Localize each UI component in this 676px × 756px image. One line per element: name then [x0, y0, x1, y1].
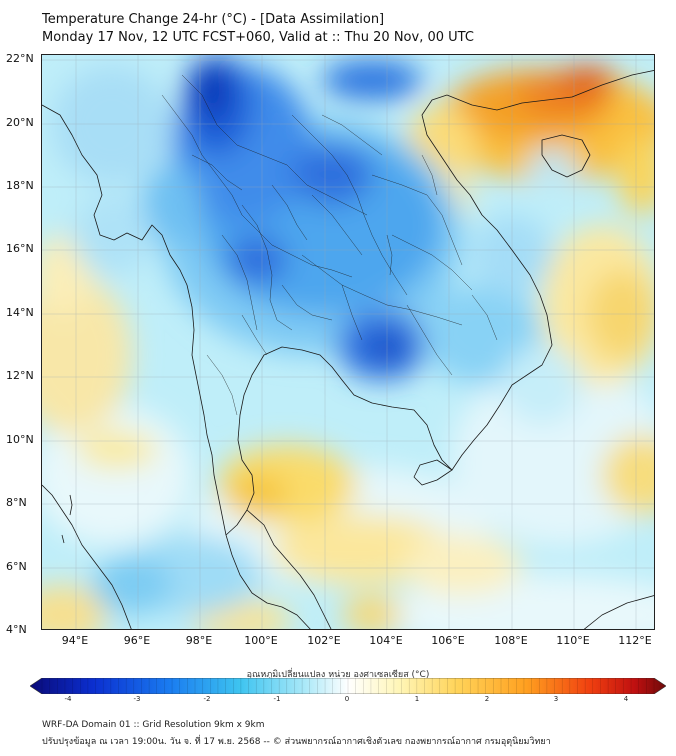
colorbar-dividers — [41, 678, 655, 694]
admin-borders — [161, 74, 498, 416]
colorbar-tick-minus-3: -3 — [133, 695, 141, 703]
lon-label-112e: 112°E — [618, 634, 652, 647]
chart-title: Temperature Change 24-hr (°C) - [Data As… — [42, 12, 385, 27]
lat-label-10n: 10°N — [6, 433, 34, 446]
temperature-change-map — [41, 54, 655, 630]
lat-label-6n: 6°N — [6, 560, 27, 573]
lon-label-102e: 102°E — [307, 634, 341, 647]
lat-label-16n: 16°N — [6, 242, 34, 255]
colorbar-tick-minus-4: -4 — [64, 695, 72, 703]
colorbar-tick-4: 4 — [623, 695, 629, 703]
coastlines — [42, 70, 654, 629]
colorbar-tick-1: 1 — [414, 695, 420, 703]
map-svg — [42, 55, 654, 629]
lat-label-4n: 4°N — [6, 623, 27, 636]
lon-label-100e: 100°E — [244, 634, 278, 647]
colorbar-tick-minus-1: -1 — [273, 695, 281, 703]
model-info: WRF-DA Domain 01 :: Grid Resolution 9km … — [42, 720, 265, 730]
lat-label-22n: 22°N — [6, 52, 34, 65]
lon-label-110e: 110°E — [556, 634, 590, 647]
lat-label-14n: 14°N — [6, 306, 34, 319]
lon-label-108e: 108°E — [494, 634, 528, 647]
lat-label-20n: 20°N — [6, 116, 34, 129]
colorbar — [30, 678, 666, 694]
lat-label-8n: 8°N — [6, 496, 27, 509]
colorbar-tick-minus-2: -2 — [203, 695, 211, 703]
forecast-validity-subtitle: Monday 17 Nov, 12 UTC FCST+060, Valid at… — [42, 30, 474, 45]
colorbar-tick-0: 0 — [344, 695, 350, 703]
credits: ปรับปรุงข้อมูล ณ เวลา 19:00น. วัน จ. ที่… — [42, 737, 551, 747]
lon-label-98e: 98°E — [185, 634, 213, 647]
lon-label-104e: 104°E — [369, 634, 403, 647]
colorbar-label: อุณหภูมิเปลี่ยนแปลง หน่วย องศาเซลเซียส (… — [246, 670, 430, 680]
colorbar-ramp — [30, 678, 666, 694]
colorbar-tick-2: 2 — [484, 695, 490, 703]
colorbar-tick-3: 3 — [553, 695, 559, 703]
lon-label-94e: 94°E — [61, 634, 89, 647]
lat-label-18n: 18°N — [6, 179, 34, 192]
lon-label-96e: 96°E — [123, 634, 151, 647]
lat-label-12n: 12°N — [6, 369, 34, 382]
lon-label-106e: 106°E — [431, 634, 465, 647]
